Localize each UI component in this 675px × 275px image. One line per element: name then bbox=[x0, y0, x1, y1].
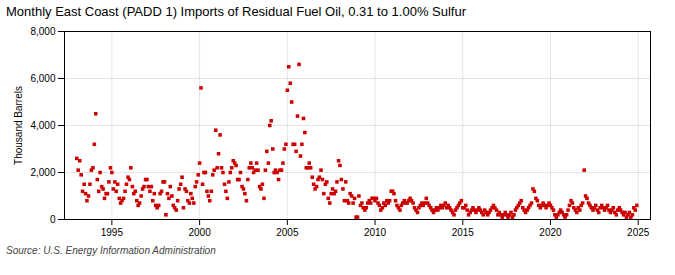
svg-text:1995: 1995 bbox=[101, 227, 124, 238]
svg-text:2020: 2020 bbox=[539, 227, 562, 238]
svg-text:6,000: 6,000 bbox=[30, 73, 55, 84]
svg-text:2015: 2015 bbox=[452, 227, 475, 238]
html-text:Source: U.S. Energy Informatio: Source: U.S. Energy Information Administ… bbox=[6, 245, 216, 256]
svg-text:2005: 2005 bbox=[276, 227, 299, 238]
svg-text:8,000: 8,000 bbox=[30, 26, 55, 37]
svg-text:2000: 2000 bbox=[188, 227, 211, 238]
svg-text:2025: 2025 bbox=[627, 227, 650, 238]
svg-text:0: 0 bbox=[50, 214, 56, 225]
svg-text:4,000: 4,000 bbox=[30, 120, 55, 131]
html-text:Monthly East Coast (PADD 1) Im: Monthly East Coast (PADD 1) Imports of R… bbox=[6, 4, 466, 19]
svg-text:Thousand Barrels: Thousand Barrels bbox=[13, 86, 24, 165]
svg-text:2010: 2010 bbox=[364, 227, 387, 238]
svg-text:2,000: 2,000 bbox=[30, 167, 55, 178]
